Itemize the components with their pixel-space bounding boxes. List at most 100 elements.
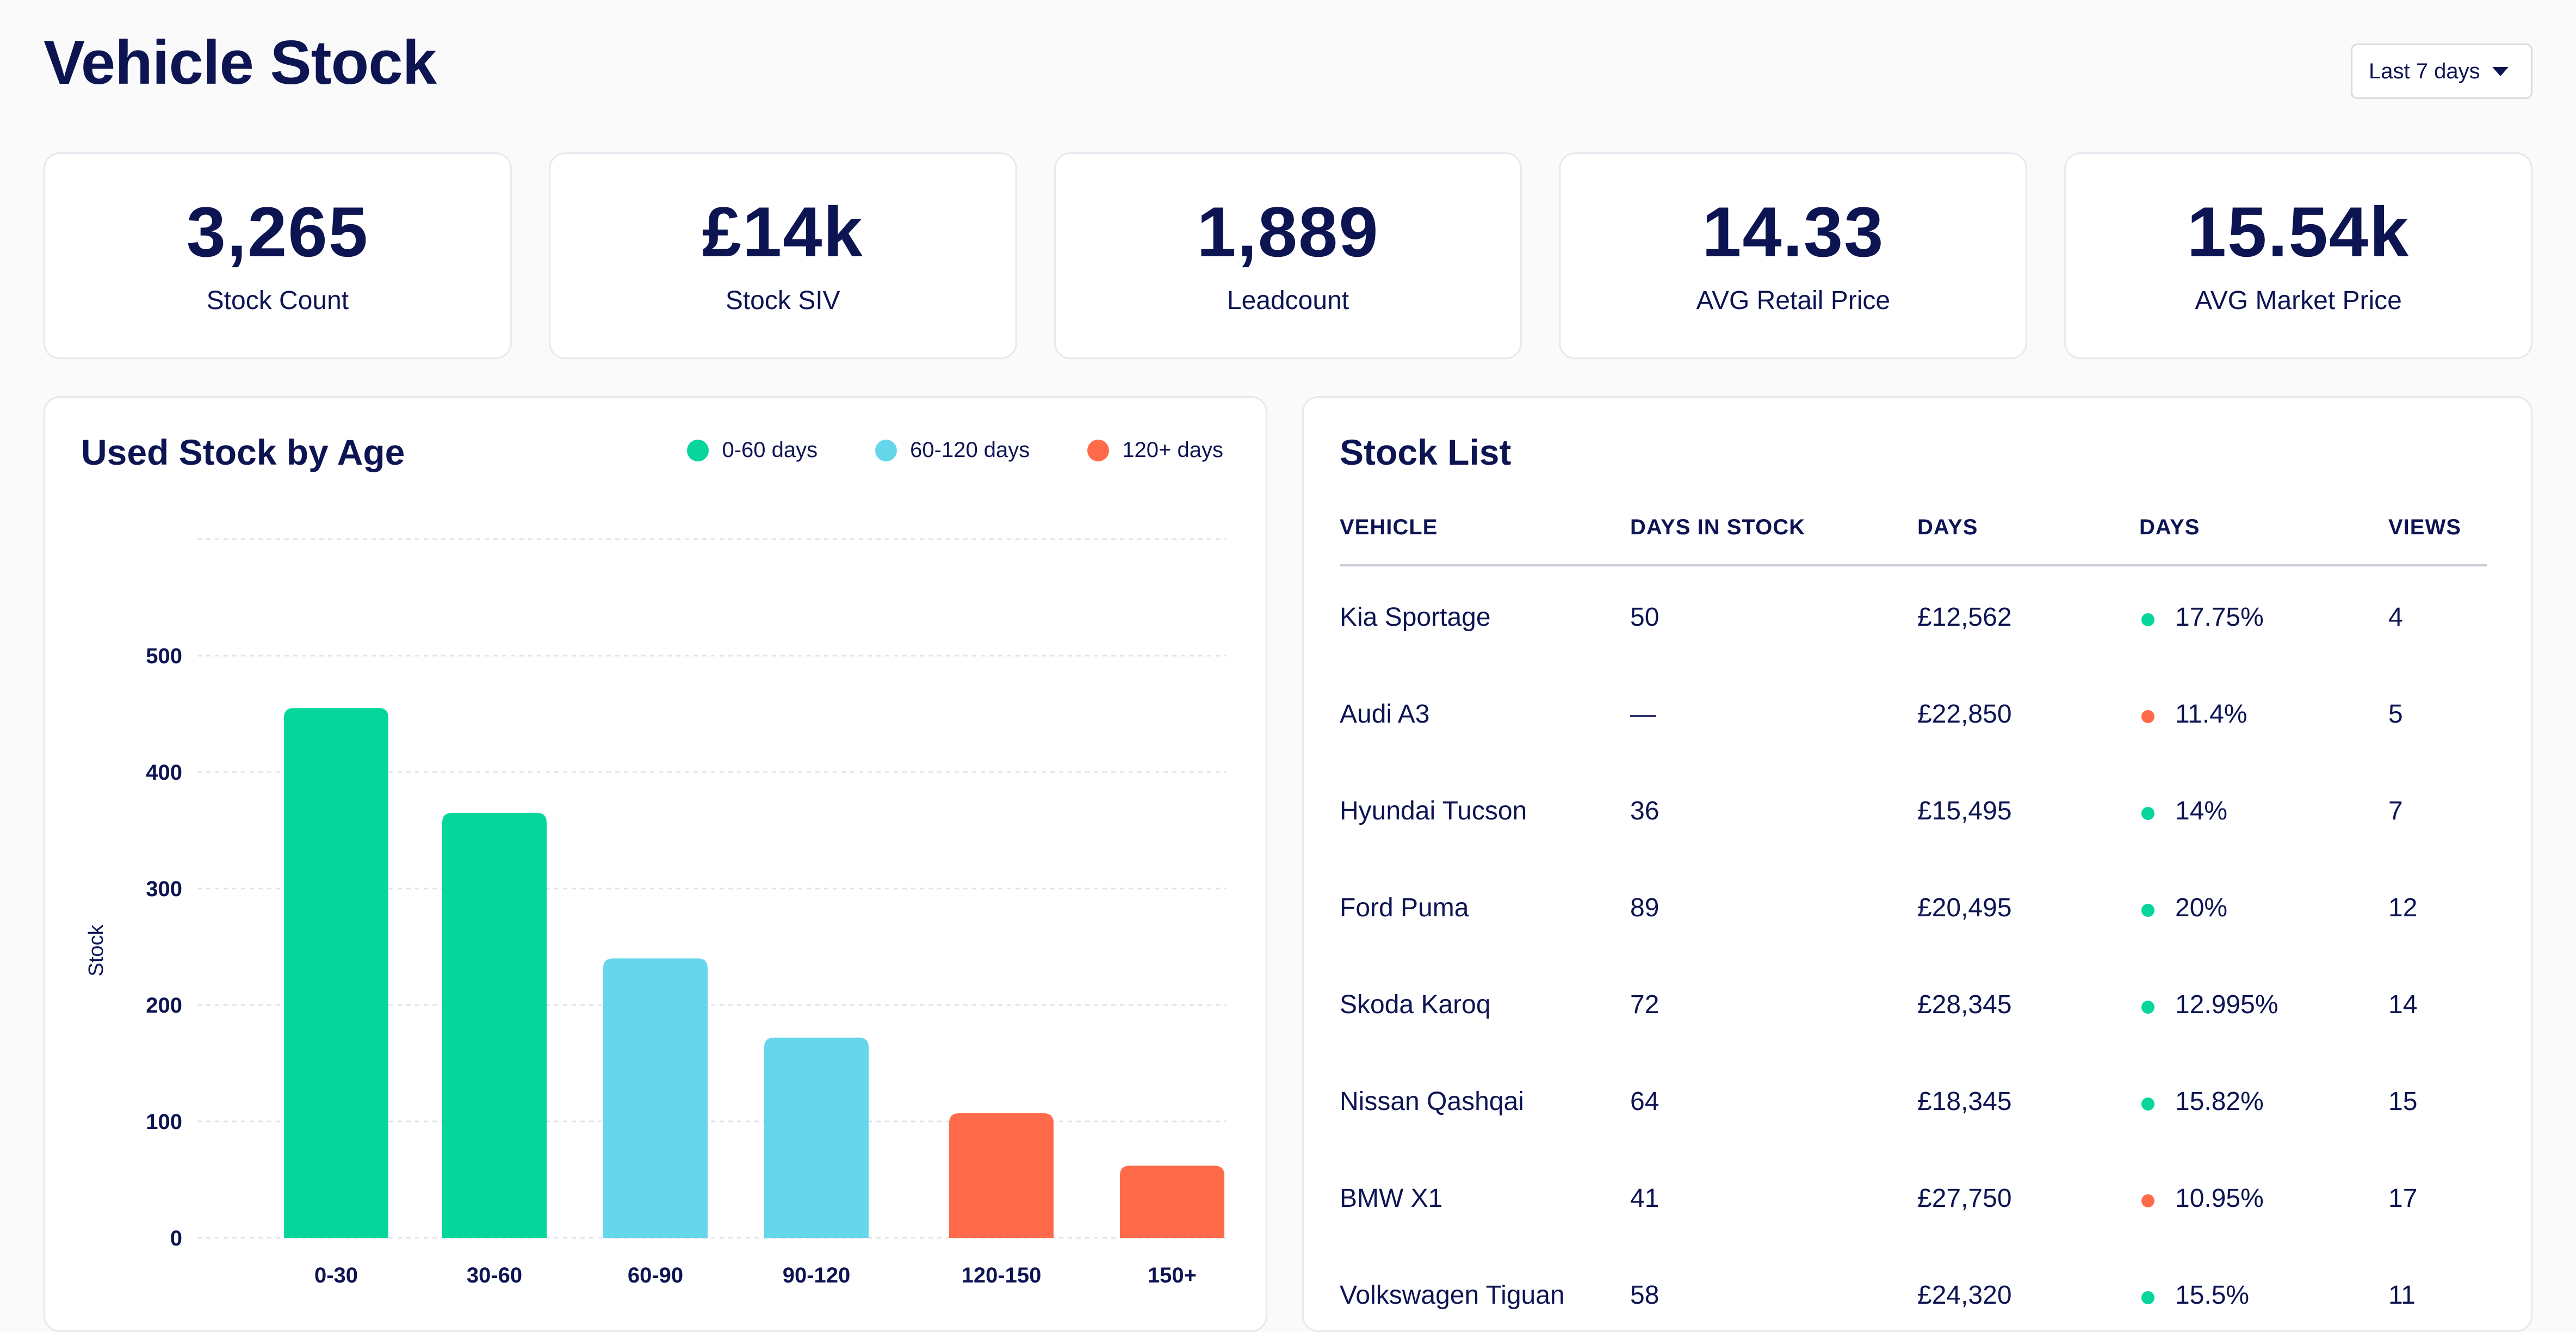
bar-0-30[interactable] [284,708,388,1238]
stock-list-title: Stock List [1340,432,1512,472]
x-tick-label: 90-120 [783,1263,851,1287]
stock-list-card: Stock List VEHICLE DAYS IN STOCK DAYS DA… [1302,396,2532,1332]
stock-list-rows: Kia Sportage 50 £12,562 17.75% 4 Audi A3 — £22,… [1340,566,2487,1330]
y-tick-label: 300 [146,877,182,901]
percentage: 20% [2175,893,2228,922]
legend-item: 60-120 days [875,438,1030,462]
price: £20,495 [1917,893,2012,922]
percentage: 15.5% [2175,1281,2250,1310]
days-in-stock: 41 [1630,1184,1659,1213]
price: £28,345 [1917,990,2012,1019]
vehicle-name: Volkswagen Tiguan [1340,1281,1565,1310]
legend-label: 0-60 days [722,438,818,462]
status-dot-icon [2141,1097,2154,1111]
bar-30-60[interactable] [442,812,547,1238]
price: £22,850 [1917,700,2012,729]
views: 4 [2388,603,2403,632]
price: £12,562 [1917,603,2012,632]
vehicle-name: Audi A3 [1340,700,1430,729]
vehicle-name: Nissan Qashqai [1340,1087,1524,1116]
percentage: 15.82% [2175,1087,2264,1116]
status-dot-icon [2141,710,2154,723]
caret-down-icon [2492,66,2509,76]
days-in-stock: 64 [1630,1087,1659,1116]
table-row[interactable]: Skoda Karoq 72 £28,345 12.995% 14 [1340,954,2487,1051]
views: 5 [2388,700,2403,729]
y-tick-label: 200 [146,994,182,1017]
kpi-value: 1,889 [1197,192,1379,272]
kpi-label: Stock SIV [725,286,840,315]
views: 11 [2388,1281,2416,1310]
table-row[interactable]: Hyundai Tucson 36 £15,495 14% 7 [1340,760,2487,857]
column-header-price[interactable]: DAYS [1917,515,1978,539]
views: 12 [2388,893,2418,922]
days-in-stock: 58 [1630,1281,1659,1310]
y-tick-label: 100 [146,1110,182,1134]
kpi-label: Stock Count [206,286,349,315]
legend-dot-120-plus [1087,439,1110,461]
days-in-stock: 89 [1630,893,1659,922]
vehicle-name: BMW X1 [1340,1184,1443,1213]
percentage: 10.95% [2175,1184,2264,1213]
page-title: Vehicle Stock [44,28,437,97]
used-stock-chart-card: Used Stock by Age 0-60 days 60-120 days … [44,396,1267,1332]
table-row[interactable]: Ford Puma 89 £20,495 20% 12 [1340,857,2487,954]
kpi-value: 15.54k [2187,192,2410,272]
price: £15,495 [1917,797,2012,825]
price: £24,320 [1917,1281,2012,1310]
table-row[interactable]: Nissan Qashqai 64 £18,345 15.82% 15 [1340,1051,2487,1148]
bar-150+[interactable] [1120,1166,1224,1238]
legend-item: 0-60 days [687,438,818,462]
percentage: 12.995% [2175,990,2278,1019]
stock-age-bar-chart: 0 100 200 300 400 500 Stock 0-30 30-60 60-90 90-12… [85,538,1227,1287]
table-row[interactable]: BMW X1 41 £27,750 10.95% 17 [1340,1148,2487,1244]
legend-label: 60-120 days [910,438,1030,462]
column-header-views[interactable]: VIEWS [2388,515,2461,539]
date-range-dropdown[interactable]: Last 7 days [2351,44,2532,99]
days-in-stock: — [1630,700,1656,729]
kpi-value: £14k [702,192,864,272]
legend-dot-60-120 [875,439,897,461]
chart-legend: 0-60 days 60-120 days 120+ days [687,438,1223,462]
y-tick-label: 400 [146,761,182,785]
kpi-row: 3,265 Stock Count £14k Stock SIV 1,889 L… [44,152,2532,359]
status-dot-icon [2141,613,2154,626]
status-dot-icon [2141,1194,2154,1207]
x-tick-label: 150+ [1148,1263,1197,1287]
kpi-card-avg-retail-price: 14.33 AVG Retail Price [1559,152,2028,359]
vehicle-name: Skoda Karoq [1340,990,1491,1019]
table-row[interactable]: Kia Sportage 50 £12,562 17.75% 4 [1340,566,2487,663]
days-in-stock: 36 [1630,797,1659,825]
y-tick-label: 0 [170,1226,182,1250]
kpi-card-stock-siv: £14k Stock SIV [548,152,1017,359]
bar-60-90[interactable] [603,958,708,1238]
y-axis-label: Stock [85,924,108,976]
kpi-card-avg-market-price: 15.54k AVG Market Price [2064,152,2532,359]
vehicle-name: Hyundai Tucson [1340,797,1527,825]
percentage: 17.75% [2175,603,2264,632]
x-tick-label: 120-150 [962,1263,1042,1287]
kpi-label: AVG Market Price [2195,286,2402,315]
bar-90-120[interactable] [764,1037,869,1238]
table-row[interactable]: Audi A3 — £22,850 11.4% 5 [1340,663,2487,760]
column-header-vehicle[interactable]: VEHICLE [1340,515,1438,539]
column-header-days-in-stock[interactable]: DAYS IN STOCK [1630,515,1805,539]
legend-dot-0-60 [687,439,709,461]
views: 15 [2388,1087,2418,1116]
percentage: 14% [2175,797,2228,825]
kpi-value: 14.33 [1702,192,1885,272]
x-tick-label: 60-90 [628,1263,683,1287]
days-in-stock: 50 [1630,603,1659,632]
legend-label: 120+ days [1122,438,1223,462]
kpi-label: Leadcount [1227,286,1349,315]
bar-120-150[interactable] [949,1113,1054,1238]
views: 17 [2388,1184,2418,1213]
table-row[interactable]: Volkswagen Tiguan 58 £24,320 15.5% 11 [1340,1244,2487,1330]
column-header-pct[interactable]: DAYS [2139,515,2200,539]
price: £27,750 [1917,1184,2012,1213]
views: 14 [2388,990,2418,1019]
kpi-card-leadcount: 1,889 Leadcount [1054,152,1522,359]
percentage: 11.4% [2175,700,2247,729]
days-in-stock: 72 [1630,990,1659,1019]
kpi-card-stock-count: 3,265 Stock Count [44,152,512,359]
